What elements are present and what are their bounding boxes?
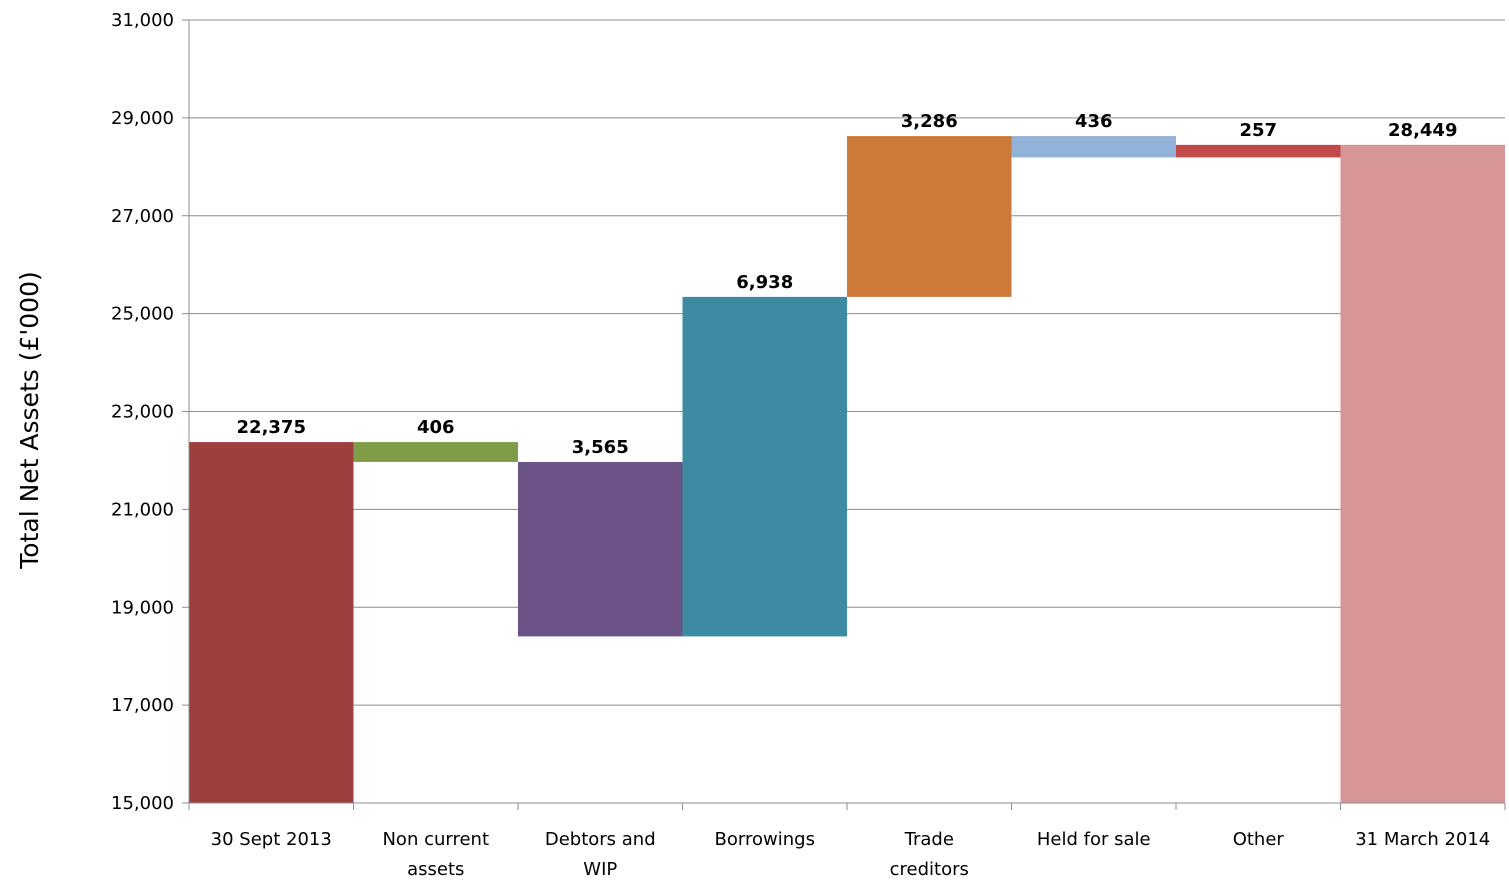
y-tick-label: 27,000 [111,206,174,227]
data-label: 406 [417,417,455,438]
x-category-line: Trade [904,829,954,850]
x-category-label: Borrowings [715,829,815,850]
x-category-labels: 30 Sept 2013 Non current assets Debtors and… [211,829,1491,880]
data-label: 28,449 [1388,120,1457,141]
x-category-label: Trade creditors [890,829,969,880]
data-label: 3,286 [901,111,958,132]
x-category-label: Debtors and WIP [545,829,656,880]
y-tick-label: 29,000 [111,108,174,129]
bars [189,136,1505,803]
x-category-line: Other [1233,829,1285,850]
x-category-line: WIP [583,859,617,880]
y-axis-title: Total Net Assets (£'000) [15,271,44,569]
x-category-line: assets [407,859,464,880]
x-category-line: Held for sale [1037,829,1151,850]
y-tick-label: 17,000 [111,695,174,716]
data-label: 436 [1075,111,1113,132]
bar [1176,144,1341,158]
data-label: 6,938 [736,272,793,293]
bar [353,442,518,462]
x-category-line: 30 Sept 2013 [211,829,332,850]
y-tick-label: 31,000 [111,10,174,31]
x-category-line: Borrowings [715,829,815,850]
data-label: 3,565 [572,437,629,458]
data-label: 22,375 [237,417,306,438]
x-category-line: creditors [890,859,969,880]
data-labels: 22,375 406 3,565 6,938 3,286 436 257 28,449 [237,111,1458,458]
x-category-line: Debtors and [545,829,656,850]
x-category-line: Non current [382,829,489,850]
y-tick-label: 25,000 [111,304,174,325]
x-category-label: Non current assets [382,829,489,880]
x-category-label: 30 Sept 2013 [211,829,332,850]
y-tick-label: 21,000 [111,499,174,520]
bar [1011,136,1176,158]
bar [189,442,354,803]
y-tick-label: 19,000 [111,597,174,618]
x-category-line: 31 March 2014 [1355,829,1490,850]
bar [1340,144,1505,803]
y-tick-label: 15,000 [111,793,174,814]
axes [188,20,1506,810]
bar [518,461,683,637]
y-tick-label: 23,000 [111,402,174,423]
x-category-label: 31 March 2014 [1355,829,1490,850]
x-category-label: Other [1233,829,1285,850]
data-label: 257 [1239,120,1277,141]
x-category-label: Held for sale [1037,829,1151,850]
bar [682,296,847,637]
bar [847,136,1012,297]
y-tick-labels: 15,000 17,000 19,000 21,000 23,000 25,000 27,0… [111,10,174,814]
